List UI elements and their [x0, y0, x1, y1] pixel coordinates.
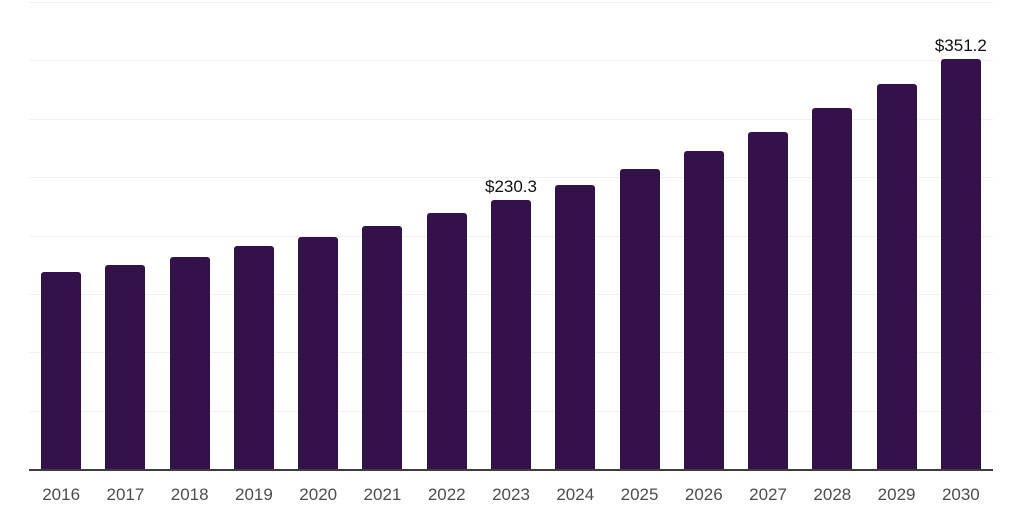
x-tick-2025: 2025 [620, 485, 659, 504]
bar-band-2020 [286, 2, 350, 469]
x-tick-2022: 2022 [427, 485, 466, 504]
bar-band-2024 [543, 2, 607, 469]
x-tick-2027: 2027 [749, 485, 787, 504]
bar-2026[interactable] [683, 151, 724, 469]
value-label-2023: $230.3 [484, 177, 537, 197]
bar-band-2026 [672, 2, 736, 469]
x-axis-tick-labels: 2016 2017 2018 2019 2020 2021 2022 2023 2024 2025… [29, 486, 993, 503]
bar-band-2027 [736, 2, 800, 469]
value-label-2030: $351.2 [934, 35, 987, 55]
x-tick-2026: 2026 [684, 485, 723, 504]
bar-band-2022 [415, 2, 479, 469]
bar-band-2030: $351.2 [929, 2, 993, 469]
bar-series: $230.3 $351.2 [29, 2, 993, 469]
bar-band-2017 [93, 2, 157, 469]
bar-2025[interactable] [619, 168, 660, 469]
bar-band-2029 [864, 2, 928, 469]
bar-2021[interactable] [362, 226, 403, 469]
bar-2019[interactable] [233, 246, 274, 469]
gridline-400 [29, 2, 993, 3]
bar-band-2023: $230.3 [479, 2, 543, 469]
bar-band-2021 [350, 2, 414, 469]
x-tick-2024: 2024 [556, 485, 595, 504]
x-tick-2023: 2023 [492, 485, 530, 504]
x-tick-2017: 2017 [106, 485, 145, 504]
x-tick-2029: 2029 [877, 485, 916, 504]
plot-area: $230.3 $351.2 [29, 2, 993, 471]
bar-2030[interactable] [940, 58, 981, 469]
gridline-300 [29, 118, 993, 120]
bar-2017[interactable] [105, 265, 146, 469]
bar-chart: $230.3 $351.2 2016 2017 2018 2019 2020 2021 202… [29, 2, 993, 510]
x-tick-2020: 2020 [299, 485, 338, 504]
bar-2023[interactable] [490, 200, 531, 469]
bar-2018[interactable] [169, 256, 210, 469]
x-tick-2021: 2021 [363, 485, 402, 504]
gridline-250 [29, 177, 993, 179]
bar-band-2018 [158, 2, 222, 469]
bar-band-2019 [222, 2, 286, 469]
bar-2022[interactable] [426, 212, 467, 469]
bar-band-2028 [800, 2, 864, 469]
bar-2024[interactable] [555, 185, 596, 469]
bar-2016[interactable] [41, 272, 82, 469]
bar-2027[interactable] [748, 132, 789, 469]
x-tick-2019: 2019 [235, 485, 273, 504]
x-tick-2018: 2018 [170, 485, 209, 504]
gridline-350 [29, 60, 993, 62]
x-tick-2030: 2030 [941, 485, 980, 504]
x-tick-2028: 2028 [813, 485, 852, 504]
bar-2020[interactable] [298, 237, 339, 469]
x-tick-2016: 2016 [42, 485, 81, 504]
bar-2029[interactable] [876, 83, 917, 469]
bar-2028[interactable] [812, 107, 853, 469]
bar-band-2016 [29, 2, 93, 469]
bar-band-2025 [607, 2, 671, 469]
